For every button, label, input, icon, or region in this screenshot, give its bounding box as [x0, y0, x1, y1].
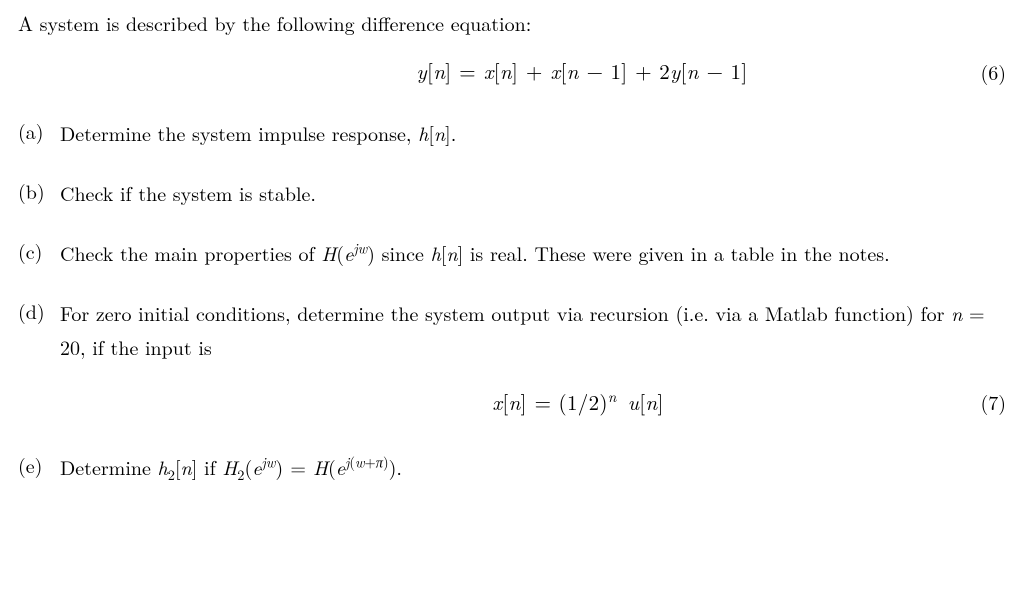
item-d-sentence: For zero initial conditions, determine t…	[60, 298, 985, 361]
item-b: (b) Check if the system is stable.	[18, 176, 1006, 210]
item-b-marker: (b)	[18, 176, 60, 210]
item-b-text: Check if the system is stable.	[60, 176, 1006, 210]
equation-6: y[n] = x[n] + x[n − 1] + 2y[n − 1]	[218, 56, 946, 88]
item-d-text: For zero initial conditions, determine t…	[60, 296, 1006, 425]
item-c: (c) Check the main properties of H(ejw) …	[18, 236, 1006, 270]
item-a-text: Determine the system impulse response, h…	[60, 116, 1006, 150]
subparts-list: (a) Determine the system impulse respons…	[18, 116, 1006, 488]
item-a-marker: (a)	[18, 116, 60, 150]
item-a: (a) Determine the system impulse respons…	[18, 116, 1006, 150]
equation-6-row: y[n] = x[n] + x[n − 1] + 2y[n − 1] (6)	[18, 56, 1006, 88]
equation-7-row: x[n] = (1/2)n u[n] (7)	[60, 384, 1006, 421]
item-e-marker: (e)	[18, 450, 60, 487]
intro-text: A system is described by the following d…	[18, 8, 1006, 38]
item-d: (d) For zero initial conditions, determi…	[18, 296, 1006, 425]
equation-6-number: (6)	[946, 57, 1006, 87]
item-c-marker: (c)	[18, 236, 60, 270]
item-c-text: Check the main properties of H(ejw) sinc…	[60, 236, 1006, 270]
equation-7-number: (7)	[946, 385, 1006, 419]
item-e-text: Determine h2[n] if H2(ejw) = H(ej(w+π)).	[60, 450, 1006, 487]
item-d-marker: (d)	[18, 296, 60, 425]
problem-page: A system is described by the following d…	[0, 0, 1024, 538]
item-e: (e) Determine h2[n] if H2(ejw) = H(ej(w+…	[18, 450, 1006, 487]
equation-7: x[n] = (1/2)n u[n]	[210, 384, 946, 421]
